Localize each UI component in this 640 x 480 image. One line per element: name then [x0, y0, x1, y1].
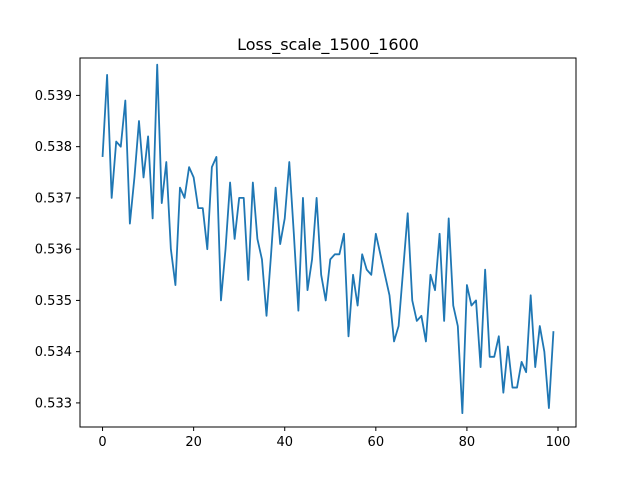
y-tick-label: 0.535 [35, 294, 72, 309]
x-tick-label: 60 [368, 435, 385, 450]
x-tick-label: 100 [546, 435, 571, 450]
y-tick-label: 0.539 [35, 89, 72, 104]
plot-area [101, 63, 555, 415]
y-tick-label: 0.534 [35, 345, 72, 360]
y-tick-label: 0.536 [35, 243, 72, 258]
axes-frame [79, 57, 577, 428]
chart-title: Loss_scale_1500_1600 [237, 35, 419, 55]
y-tick-label: 0.537 [35, 191, 72, 206]
x-tick-label: 0 [98, 435, 106, 450]
y-tick-label: 0.533 [35, 396, 72, 411]
y-tick-label: 0.538 [35, 140, 72, 155]
x-tick-label: 80 [459, 435, 476, 450]
axis-ticks: 0 20 40 60 80 100 0.533 0.534 0.535 0.536 0.537 0.5… [35, 89, 571, 450]
x-tick-label: 20 [185, 435, 202, 450]
series-line [101, 63, 555, 415]
x-tick-label: 40 [276, 435, 293, 450]
